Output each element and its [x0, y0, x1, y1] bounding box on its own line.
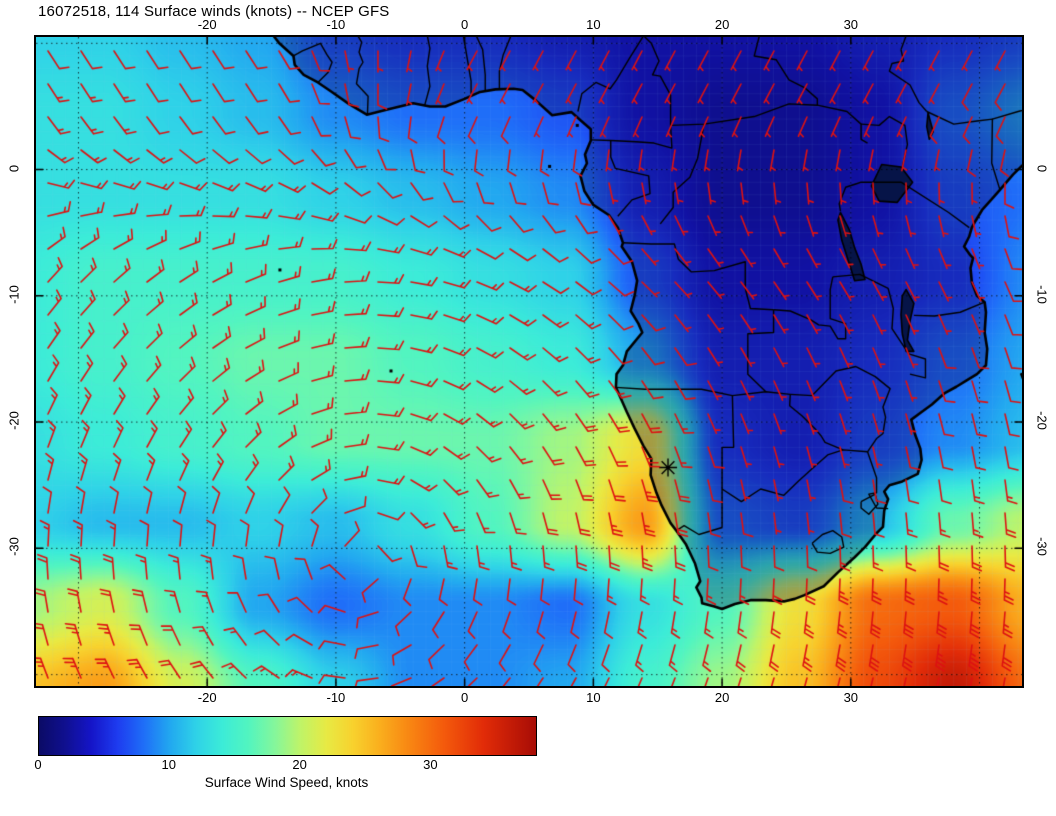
lon-tick-label-bottom: 0 [461, 690, 469, 705]
lat-tick-label-left: -10 [6, 284, 22, 304]
colorbar-tick-label: 20 [292, 757, 307, 772]
lat-tick-label-right: -10 [1034, 284, 1050, 304]
lon-tick-label-top: 0 [461, 17, 469, 32]
wind-map-canvas [36, 37, 1022, 686]
lon-tick-label-bottom: 10 [586, 690, 601, 705]
lat-tick-label-left: -20 [6, 411, 22, 430]
lat-tick-label-left: -30 [6, 537, 22, 557]
map-frame [34, 35, 1024, 688]
colorbar-tick-label: 10 [161, 757, 177, 772]
colorbar-gradient [39, 717, 536, 755]
lat-tick-label-right: 0 [1034, 164, 1050, 172]
lon-tick-label-top: -10 [326, 17, 346, 32]
lon-tick-label-top: 10 [586, 17, 601, 32]
colorbar [38, 716, 537, 756]
lon-tick-label-bottom: -10 [326, 690, 346, 705]
colorbar-label: Surface Wind Speed, knots [204, 775, 369, 790]
colorbar-tick-label: 30 [423, 757, 438, 772]
lon-tick-label-top: 30 [843, 17, 859, 32]
lon-tick-label-top: -20 [197, 17, 217, 32]
colorbar-tick-label: 0 [34, 757, 42, 772]
lon-tick-label-bottom: 30 [843, 690, 859, 705]
lon-tick-label-bottom: 20 [714, 690, 730, 705]
lat-tick-label-left: 0 [6, 164, 22, 172]
lon-tick-label-top: 20 [714, 17, 730, 32]
lon-tick-label-bottom: -20 [197, 690, 217, 705]
lat-tick-label-right: -30 [1034, 537, 1050, 557]
lat-tick-label-right: -20 [1034, 411, 1050, 430]
plot-title: 16072518, 114 Surface winds (knots) -- N… [38, 3, 390, 20]
